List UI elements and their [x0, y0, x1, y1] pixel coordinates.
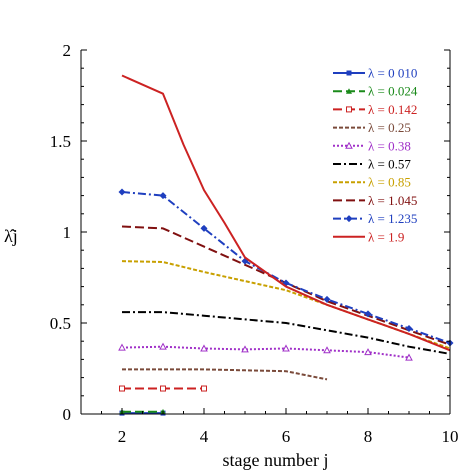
legend-label: λ = 0.57 [368, 157, 411, 172]
y-tick-label: 1 [63, 223, 72, 242]
series-line-6 [122, 311, 451, 355]
series-3 [119, 385, 207, 392]
data-point [241, 345, 249, 353]
data-point [200, 344, 208, 352]
legend-entry-10: λ = 1.9 [333, 229, 404, 244]
data-point [201, 385, 207, 392]
x-tick-label: 10 [442, 427, 459, 446]
y-tick-label: 2 [63, 41, 72, 60]
legend-marker [346, 88, 352, 94]
legend-label: λ = 1.9 [368, 229, 404, 244]
legend-entry-7: λ = 0.85 [333, 175, 411, 190]
data-point [160, 385, 166, 392]
series-6 [122, 311, 451, 355]
legend-entry-9: λ = 1.235 [333, 211, 417, 226]
data-point [323, 295, 331, 303]
data-point [364, 348, 372, 356]
y-axis-label: λ̂j [4, 226, 18, 246]
legend-marker [345, 141, 353, 149]
x-tick-label: 2 [118, 427, 127, 446]
data-point [282, 344, 290, 352]
data-point [405, 353, 413, 361]
data-point [323, 346, 331, 354]
legend-label: λ = 0.142 [368, 102, 417, 117]
y-tick-label: 1.5 [50, 132, 71, 151]
series-5 [118, 342, 413, 361]
x-tick-label: 4 [200, 427, 209, 446]
legend-marker [346, 70, 352, 76]
legend-entry-8: λ = 1.045 [333, 193, 417, 208]
data-point [405, 324, 413, 332]
y-tick-label: 0.5 [50, 314, 71, 333]
legend: λ = 0 010 λ = 0.024 λ = 0.142 λ = 0.25 λ = 0… [333, 66, 418, 244]
series-4 [122, 368, 328, 381]
legend-label: λ = 0.024 [368, 84, 418, 99]
data-point [118, 343, 126, 351]
data-point [200, 224, 208, 232]
x-axis-label: stage number j [223, 450, 329, 470]
legend-marker [345, 215, 353, 223]
legend-entry-1: λ = 0 010 [333, 66, 417, 81]
legend-entry-6: λ = 0.57 [333, 157, 411, 172]
series-line-7 [121, 260, 451, 350]
axes: 0 0.5 1 1.5 2 2 4 6 8 10 [50, 41, 459, 446]
legend-entry-3: λ = 0.142 [333, 102, 417, 117]
series-10 [121, 74, 451, 352]
data-point [159, 342, 167, 350]
plot-area [118, 74, 454, 416]
data-point [119, 385, 125, 392]
y-tick-label: 0 [63, 405, 72, 424]
data-point [159, 192, 167, 200]
legend-marker [346, 106, 352, 113]
series-7 [121, 260, 451, 350]
legend-label: λ = 0.25 [368, 120, 411, 135]
legend-label: λ = 1.045 [368, 193, 417, 208]
legend-label: λ = 1.235 [368, 211, 417, 226]
legend-entry-4: λ = 0.25 [333, 120, 411, 135]
legend-label: λ = 0.85 [368, 175, 411, 190]
legend-entry-2: λ = 0.024 [333, 84, 418, 99]
legend-entry-5: λ = 0.38 [333, 138, 411, 153]
data-point [364, 310, 372, 318]
series-line-4 [122, 368, 328, 381]
x-tick-label: 6 [282, 427, 291, 446]
series-line-10 [121, 74, 451, 352]
x-tick-label: 8 [364, 427, 373, 446]
data-point [118, 188, 126, 196]
legend-label: λ = 0 010 [368, 66, 417, 81]
legend-label: λ = 0.38 [368, 138, 411, 153]
